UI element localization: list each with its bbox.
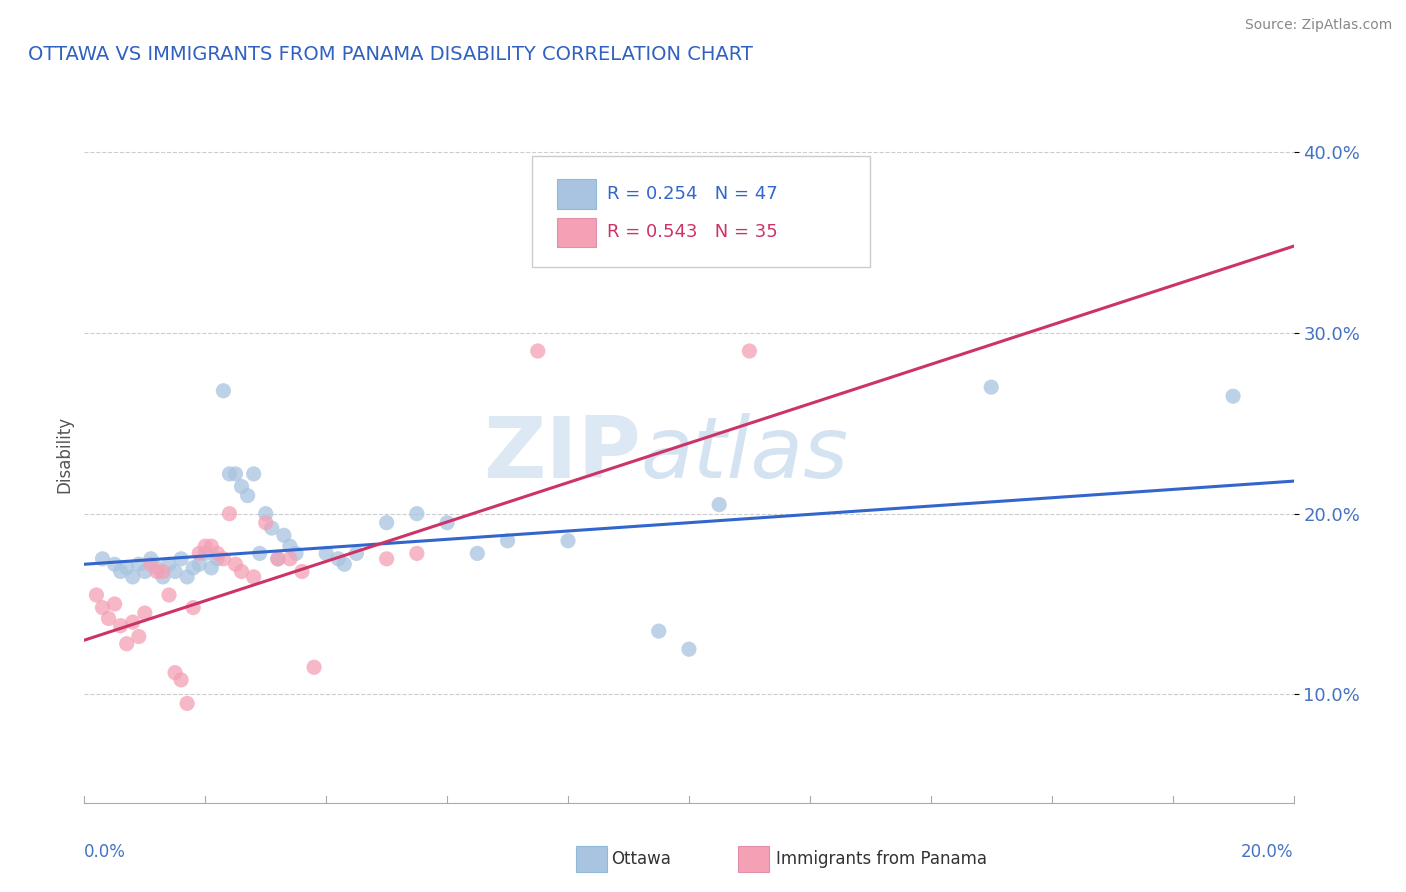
Point xyxy=(315,546,337,560)
Point xyxy=(526,344,548,359)
Point xyxy=(496,533,519,548)
Point xyxy=(980,380,1002,394)
Point xyxy=(110,565,132,579)
Point xyxy=(212,551,235,566)
Point xyxy=(212,384,235,398)
Point xyxy=(436,516,458,530)
Point xyxy=(104,558,127,572)
FancyBboxPatch shape xyxy=(531,156,870,267)
Point xyxy=(188,546,211,560)
Point xyxy=(406,546,429,560)
Point xyxy=(152,565,174,579)
Text: 0.0%: 0.0% xyxy=(84,843,127,861)
Point xyxy=(225,467,247,481)
Point xyxy=(242,570,264,584)
Point xyxy=(139,551,162,566)
Point xyxy=(207,546,229,560)
Text: Ottawa: Ottawa xyxy=(612,850,672,868)
Point xyxy=(346,546,368,560)
Point xyxy=(328,551,350,566)
Point xyxy=(302,660,325,674)
Point xyxy=(146,565,169,579)
Text: R = 0.543   N = 35: R = 0.543 N = 35 xyxy=(607,223,778,241)
Point xyxy=(200,539,222,553)
Point xyxy=(91,600,114,615)
Point xyxy=(467,546,489,560)
Point xyxy=(194,539,217,553)
Point xyxy=(128,558,150,572)
Point xyxy=(163,565,186,579)
Point xyxy=(273,528,295,542)
Text: R = 0.254   N = 47: R = 0.254 N = 47 xyxy=(607,185,778,203)
Point xyxy=(284,546,308,560)
Point xyxy=(176,697,198,711)
Point xyxy=(146,561,169,575)
Point xyxy=(170,551,193,566)
Point xyxy=(104,597,127,611)
Point xyxy=(86,588,108,602)
Point xyxy=(128,630,150,644)
Point xyxy=(200,561,222,575)
Point xyxy=(115,561,138,575)
Point xyxy=(406,507,429,521)
Text: 20.0%: 20.0% xyxy=(1241,843,1294,861)
Point xyxy=(225,558,247,572)
Point xyxy=(176,570,198,584)
Point xyxy=(157,588,180,602)
Point xyxy=(249,546,271,560)
Point xyxy=(110,618,132,632)
Point xyxy=(97,611,120,625)
Point xyxy=(278,539,301,553)
Point xyxy=(267,551,290,566)
Point xyxy=(254,516,277,530)
Point xyxy=(236,489,259,503)
Point xyxy=(157,558,180,572)
Point xyxy=(194,546,217,560)
Point xyxy=(647,624,671,639)
Point xyxy=(121,615,143,629)
Point xyxy=(152,570,174,584)
Point xyxy=(188,558,211,572)
FancyBboxPatch shape xyxy=(557,218,596,247)
Point xyxy=(181,561,204,575)
Point xyxy=(1222,389,1244,403)
Point xyxy=(115,637,138,651)
Point xyxy=(678,642,700,657)
Text: OTTAWA VS IMMIGRANTS FROM PANAMA DISABILITY CORRELATION CHART: OTTAWA VS IMMIGRANTS FROM PANAMA DISABIL… xyxy=(28,45,754,63)
Point xyxy=(207,551,229,566)
Point xyxy=(267,551,290,566)
Point xyxy=(709,498,731,512)
Y-axis label: Disability: Disability xyxy=(55,417,73,493)
Point xyxy=(121,570,143,584)
Point xyxy=(291,565,314,579)
FancyBboxPatch shape xyxy=(557,179,596,209)
Point xyxy=(218,507,240,521)
Point xyxy=(139,558,162,572)
Point xyxy=(91,551,114,566)
Point xyxy=(170,673,193,687)
Point xyxy=(260,521,283,535)
Point xyxy=(254,507,277,521)
Point xyxy=(134,565,156,579)
Point xyxy=(557,533,579,548)
Point xyxy=(231,479,253,493)
Point xyxy=(134,606,156,620)
Point xyxy=(375,551,398,566)
Point xyxy=(278,551,301,566)
Point xyxy=(333,558,356,572)
Point xyxy=(163,665,186,680)
Text: ZIP: ZIP xyxy=(482,413,641,497)
Point xyxy=(231,565,253,579)
Text: atlas: atlas xyxy=(641,413,849,497)
Point xyxy=(181,600,204,615)
Text: Immigrants from Panama: Immigrants from Panama xyxy=(776,850,987,868)
Point xyxy=(242,467,264,481)
Text: Source: ZipAtlas.com: Source: ZipAtlas.com xyxy=(1244,18,1392,32)
Point xyxy=(375,516,398,530)
Point xyxy=(738,344,761,359)
Point xyxy=(218,467,240,481)
